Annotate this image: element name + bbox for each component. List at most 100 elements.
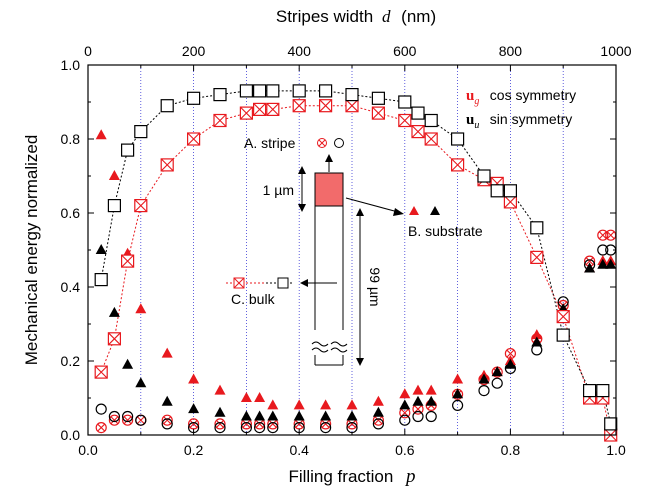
point-cos-bulk [424, 132, 438, 146]
marker-cross [585, 257, 594, 265]
point-sin-substrate [214, 406, 226, 417]
point-sin-stripe [135, 414, 147, 426]
point-sin-stripe [491, 377, 503, 389]
marker-cross [108, 332, 121, 346]
point-sin-bulk [398, 95, 412, 109]
point-cos-substrate [135, 303, 147, 314]
marker-cross [292, 99, 306, 113]
marker-square [120, 143, 135, 157]
point-sin-bulk [530, 221, 544, 235]
marker-circle [254, 422, 266, 434]
marker-circle [188, 418, 200, 430]
point-sin-bulk [253, 84, 267, 98]
point-cos-stripe [95, 422, 107, 434]
marker-cross [321, 420, 330, 428]
point-sin-substrate [412, 395, 424, 406]
point-sin-stripe [267, 422, 279, 434]
point-sin-stripe [478, 385, 490, 397]
marker-circle [121, 414, 134, 426]
y-tick-label: 0.0 [61, 427, 81, 443]
point-sin-bulk [503, 184, 517, 198]
marker-circle [478, 385, 490, 397]
marker-square [345, 87, 359, 102]
point-sin-stripe [108, 410, 121, 423]
marker-cross [123, 416, 132, 424]
marker-square [596, 384, 610, 398]
point-cos-substrate [531, 329, 543, 340]
x-axis-label-text: Filling fraction [288, 467, 393, 486]
data-points [94, 84, 618, 442]
marker-cross [94, 365, 108, 379]
point-sin-substrate [584, 262, 596, 273]
point-sin-substrate [267, 410, 279, 421]
point-sin-bulk [556, 328, 570, 342]
point-sin-bulk [213, 87, 227, 102]
point-cos-substrate [267, 399, 279, 410]
marker-square [160, 99, 174, 113]
point-sin-substrate [372, 406, 384, 417]
point-cos-bulk [94, 365, 108, 379]
marker-cross [160, 158, 174, 172]
point-cos-substrate [425, 384, 437, 395]
point-cos-bulk [451, 158, 465, 172]
x2-tick-label: 1000 [600, 43, 631, 59]
legend-sin: uu sin symmetry [466, 111, 572, 132]
point-sin-substrate [95, 244, 107, 254]
point-sin-substrate [531, 336, 543, 347]
point-cos-substrate [214, 384, 226, 395]
point-cos-stripe [108, 414, 121, 426]
point-cos-bulk [530, 250, 544, 264]
point-sin-substrate [122, 358, 134, 369]
point-sin-bulk [319, 84, 333, 98]
point-cos-bulk [266, 102, 280, 117]
marker-cross [97, 423, 105, 432]
point-sin-substrate [452, 388, 464, 399]
marker-square [239, 84, 253, 98]
x-tick-label: 0.8 [501, 442, 521, 458]
marker-square [503, 184, 517, 198]
point-sin-stripe [320, 422, 332, 434]
point-cos-stripe [121, 414, 134, 426]
point-cos-bulk [398, 113, 412, 128]
point-sin-substrate [478, 373, 490, 384]
point-cos-bulk [107, 332, 122, 346]
point-sin-bulk [94, 273, 108, 287]
marker-cross [295, 420, 303, 428]
point-sin-bulk [107, 199, 122, 213]
marker-cross [242, 420, 251, 428]
point-sin-substrate [399, 399, 411, 410]
marker-circle [372, 418, 384, 430]
label-bulk: C. bulk [231, 291, 276, 307]
marker-cross [269, 420, 277, 428]
point-sin-stripe [95, 403, 107, 415]
marker-cross [506, 349, 515, 358]
point-sin-stripe [412, 410, 424, 423]
marker-cross [216, 420, 224, 428]
marker-cross [556, 310, 570, 323]
marker-cross [189, 420, 198, 428]
marker-cross [451, 158, 464, 172]
point-cos-bulk [120, 254, 135, 268]
y-axis-label: Mechanical energy normalized [22, 135, 41, 366]
marker-cross [255, 420, 264, 428]
marker-circle [597, 229, 609, 241]
point-sin-bulk [160, 99, 174, 113]
marker-cross [374, 416, 383, 424]
point-cos-stripe [188, 418, 200, 430]
marker-circle [597, 244, 609, 256]
marker-square [371, 91, 385, 105]
marker-circle [452, 399, 464, 411]
point-cos-substrate [188, 373, 200, 384]
marker-circle [108, 410, 121, 423]
marker-cross [266, 103, 280, 116]
marker-square [398, 95, 412, 109]
point-cos-bulk [292, 99, 306, 113]
marker-circle [121, 410, 134, 423]
point-sin-substrate [504, 358, 516, 369]
marker-cross [240, 106, 253, 120]
point-cos-stripe [161, 414, 173, 426]
marker-square [604, 417, 618, 431]
marker-circle [425, 410, 437, 423]
point-cos-substrate [254, 392, 266, 402]
marker-circle [267, 422, 279, 434]
